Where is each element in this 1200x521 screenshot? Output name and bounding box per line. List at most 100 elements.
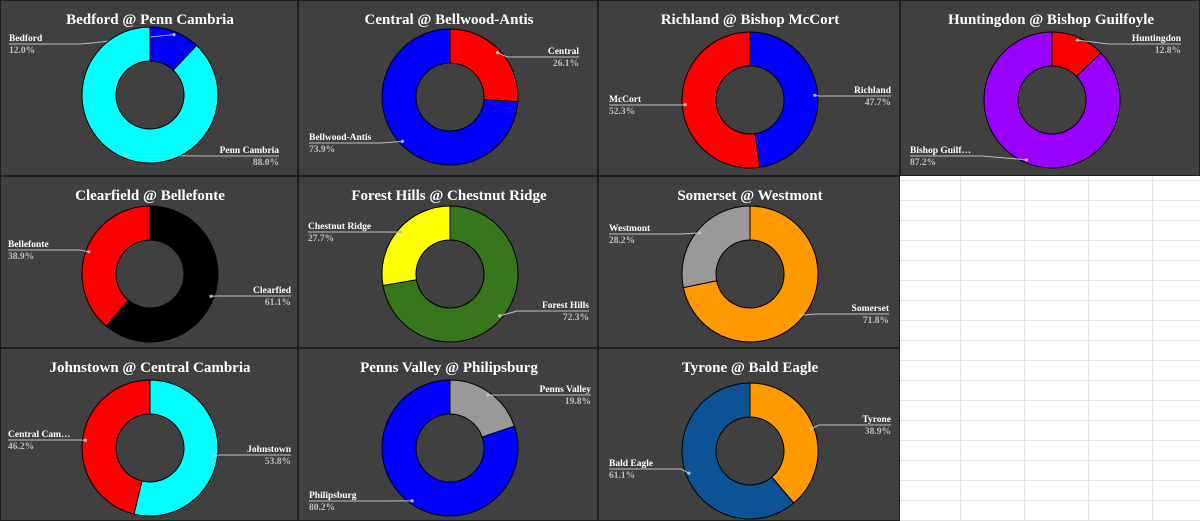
slice-label: Richland <box>854 86 892 96</box>
leader-line <box>800 313 889 316</box>
slice-percent: 72.3% <box>563 313 589 323</box>
leader-dot <box>410 499 414 503</box>
donut-chart: Somerset @ Westmont Somerset 71.8% Westmont… <box>609 188 890 343</box>
chart-panel[interactable]: Clearfield @ Bellefonte Clearfied 61.1% Bel… <box>0 176 298 348</box>
slice-percent: 71.8% <box>863 316 889 326</box>
donut-chart: Richland @ Bishop McCort Richland 47.7% McC… <box>609 12 892 169</box>
leader-line <box>499 310 589 317</box>
donut-chart: Central @ Bellwood-Antis Central 26.1% Bell… <box>309 12 579 166</box>
donut-slice <box>133 379 219 517</box>
leader-dot <box>400 139 405 143</box>
slice-percent: 38.9% <box>8 252 34 262</box>
chart-title: Tyrone @ Bald Eagle <box>682 360 819 376</box>
leader-line <box>214 454 291 457</box>
leader-line <box>810 424 891 430</box>
slice-percent: 28.2% <box>609 236 635 246</box>
leader-line <box>309 140 403 144</box>
slice-percent: 26.1% <box>553 59 579 69</box>
slice-percent: 61.1% <box>265 298 291 308</box>
donut-slice <box>381 205 451 287</box>
slice-percent: 73.9% <box>309 145 335 155</box>
donut-chart: Forest Hills @ Chestnut Ridge Forest Hill… <box>308 188 589 343</box>
chart-title: Penns Valley @ Philipsburg <box>360 360 538 376</box>
slice-percent: 52.3% <box>609 107 635 117</box>
leader-dot <box>1024 158 1029 162</box>
donut-chart: Tyrone @ Bald Eagle Tyrone 38.9% Bald Eagle… <box>609 360 891 520</box>
chart-panel[interactable]: Johnstown @ Central Cambria Johnstown 53.8… <box>0 348 298 521</box>
chart-title: Huntingdon @ Bishop Guilfoyle <box>948 12 1154 28</box>
slice-label: Clearfied <box>253 286 292 296</box>
chart-title: Central @ Bellwood-Antis <box>365 12 534 28</box>
slice-label: Bellwood-Antis <box>309 133 372 143</box>
chart-panel[interactable]: Penns Valley @ Philipsburg Penns Valley 19… <box>298 348 598 521</box>
slice-label: Chestnut Ridge <box>308 222 371 232</box>
chart-panel[interactable]: Forest Hills @ Chestnut Ridge Forest Hill… <box>298 176 598 348</box>
slice-percent: 88.0% <box>253 158 279 168</box>
slice-label: Bellefonte <box>8 240 49 250</box>
leader-dot <box>124 153 128 158</box>
donut-slice <box>449 379 516 438</box>
donut-slice <box>749 382 819 504</box>
leader-line <box>8 249 90 253</box>
chart-title: Richland @ Bishop McCort <box>661 12 840 28</box>
donut-chart: Johnstown @ Central Cambria Johnstown 53.8… <box>8 360 292 517</box>
chart-panel[interactable]: Tyrone @ Bald Eagle Tyrone 38.9% Bald Eagle… <box>598 348 900 521</box>
leader-dot <box>486 393 490 397</box>
donut-slice <box>81 26 219 164</box>
donut-slice <box>81 205 151 327</box>
leader-line <box>609 232 700 235</box>
slice-label: McCort <box>609 95 642 105</box>
leader-dot <box>212 454 217 458</box>
leader-line <box>814 94 891 97</box>
donut-slice <box>983 31 1121 169</box>
slice-percent: 38.9% <box>865 427 891 437</box>
leader-line <box>126 154 279 157</box>
chart-title: Forest Hills @ Chestnut Ridge <box>351 188 547 204</box>
leader-dot <box>209 294 213 298</box>
leader-line <box>497 52 579 58</box>
chart-panel[interactable]: Central @ Bellwood-Antis Central 26.1% Bell… <box>298 0 598 176</box>
slice-percent: 19.8% <box>565 397 591 407</box>
slice-label: Bishop Guilf… <box>910 146 971 156</box>
donut-slice <box>381 379 519 517</box>
slice-percent: 47.7% <box>865 98 891 108</box>
donut-slice <box>105 205 219 343</box>
chart-panel[interactable]: Bedford @ Penn Cambria Bedford 12.0% Penn C… <box>0 0 298 176</box>
slice-label: Central Cam… <box>8 430 71 440</box>
leader-dot <box>398 230 402 234</box>
donut-slice <box>382 205 519 343</box>
slice-percent: 12.8% <box>1155 46 1181 56</box>
slice-label: Somerset <box>852 304 890 314</box>
chart-title: Johnstown @ Central Cambria <box>49 360 251 376</box>
donut-slice <box>749 31 819 168</box>
leader-dot <box>813 93 817 97</box>
slice-percent: 80.2% <box>309 503 335 513</box>
donut-chart: Bedford @ Penn Cambria Bedford 12.0% Penn C… <box>9 12 280 168</box>
slice-label: Penns Valley <box>540 385 592 395</box>
donut-slice <box>81 379 151 515</box>
slice-label: Johnstown <box>247 445 292 455</box>
slice-label: Penn Cambria <box>220 146 280 156</box>
slice-label: Philipsburg <box>309 491 357 501</box>
slice-percent: 46.2% <box>8 442 34 452</box>
chart-panel[interactable]: Somerset @ Westmont Somerset 71.8% Westmont… <box>598 176 900 348</box>
leader-line <box>910 155 1027 161</box>
slice-percent: 87.2% <box>910 158 936 168</box>
chart-panel[interactable]: Huntingdon @ Bishop Guilfoyle Huntingdon 1… <box>900 0 1200 176</box>
donut-slice <box>682 205 819 343</box>
donut-slice <box>681 382 795 520</box>
leader-line <box>1077 39 1181 45</box>
leader-line <box>609 468 690 474</box>
slice-label: Forest Hills <box>542 301 589 311</box>
slice-percent: 61.1% <box>609 471 635 481</box>
slice-label: Bedford <box>9 34 43 44</box>
slice-label: Bald Eagle <box>609 459 653 469</box>
chart-panel[interactable]: Richland @ Bishop McCort Richland 47.7% McC… <box>598 0 900 176</box>
slice-percent: 27.7% <box>308 234 334 244</box>
slice-label: Central <box>548 47 579 57</box>
donut-slice <box>681 31 761 169</box>
slice-percent: 53.8% <box>265 457 291 467</box>
donut-chart: Huntingdon @ Bishop Guilfoyle Huntingdon 1… <box>910 12 1182 169</box>
leader-dot <box>698 231 702 235</box>
donut-slice <box>681 205 751 289</box>
